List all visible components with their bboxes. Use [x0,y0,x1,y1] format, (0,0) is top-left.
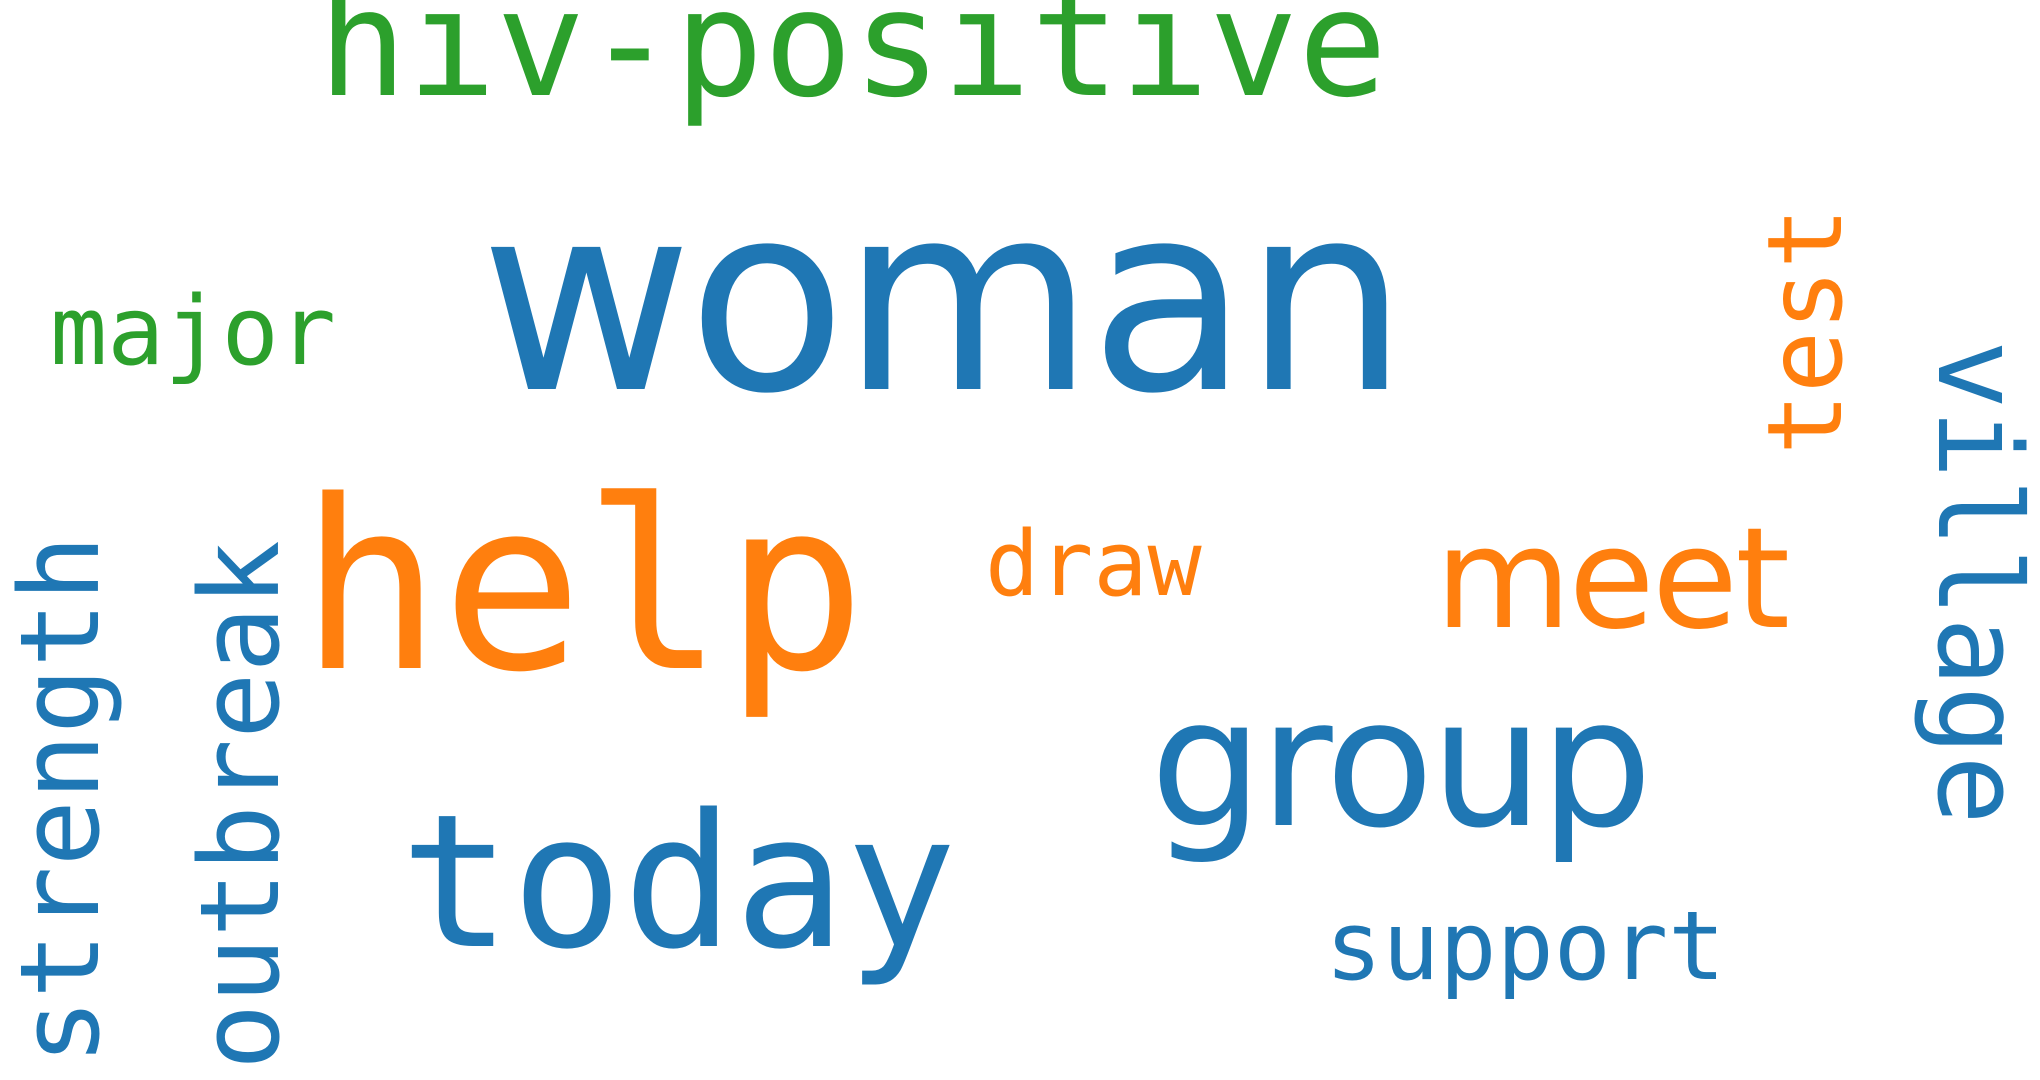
word-draw: draw [985,512,1202,617]
word-help: help [300,451,866,724]
word-village: village [1911,340,2040,825]
word-today: today [400,774,957,990]
word-woman: woman [480,149,1408,451]
word-major: major [50,277,336,387]
word-support: support [1325,892,1726,1002]
word-meet: meet [1435,498,1790,661]
word-test: test [1746,206,1866,455]
word-strength: strength [0,535,124,1065]
word-outbreak: outbreak [176,540,304,1070]
word-group: group [1150,660,1653,867]
word-hiv-positive: hiv-positive [318,0,1388,130]
